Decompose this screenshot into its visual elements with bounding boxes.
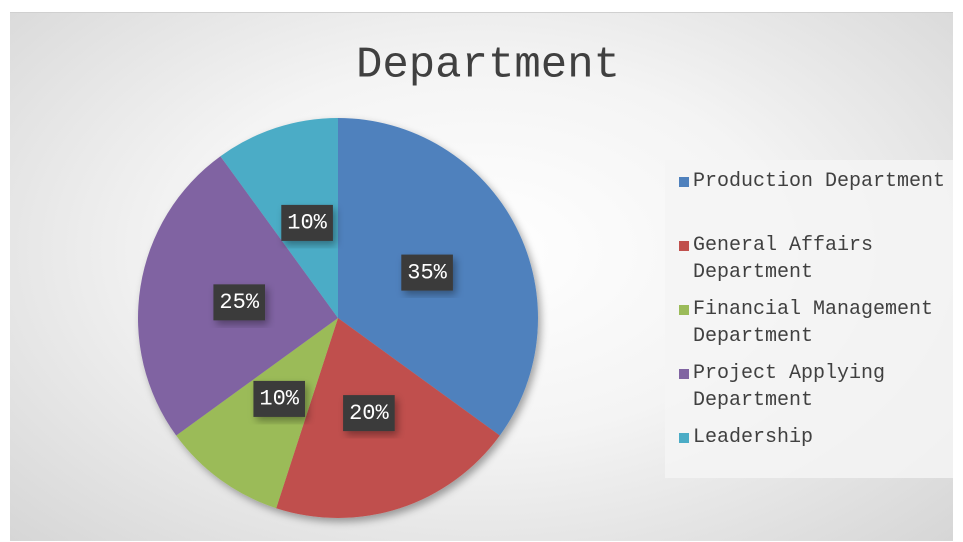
legend-item: Project Applying Department <box>677 360 953 424</box>
data-label: 10% <box>287 211 327 236</box>
data-labels: 35% 20% 10% 25% 10% <box>213 204 453 432</box>
legend-label: General Affairs Department <box>693 234 874 284</box>
chart-title: Department <box>356 41 620 91</box>
legend-label: Production Department <box>693 170 946 193</box>
pie-slice <box>220 118 338 318</box>
legend-swatch <box>679 241 689 251</box>
data-label-box <box>343 395 395 432</box>
data-label-box <box>281 204 333 241</box>
legend-swatch <box>679 305 689 315</box>
data-label-box <box>213 284 266 321</box>
pie <box>138 118 538 518</box>
data-label-box <box>401 254 453 291</box>
legend-swatch <box>679 177 689 187</box>
data-label: 20% <box>349 401 389 426</box>
legend-item: General Affairs Department <box>677 232 953 296</box>
data-label: 25% <box>219 290 259 315</box>
data-label-box <box>253 380 306 417</box>
legend: Production Department General Affairs Dep… <box>665 160 953 478</box>
data-label: 35% <box>407 260 447 285</box>
legend-label: Project Applying Department <box>693 362 886 412</box>
legend-swatch <box>679 369 689 379</box>
legend-swatch <box>679 433 689 443</box>
legend-item: Financial Management Department <box>677 296 953 360</box>
data-label: 10% <box>259 387 299 412</box>
legend-label: Leadership <box>693 426 814 449</box>
legend-item: Leadership <box>677 424 953 488</box>
legend-label: Financial Management Department <box>693 298 934 348</box>
legend-item: Production Department <box>677 168 953 232</box>
